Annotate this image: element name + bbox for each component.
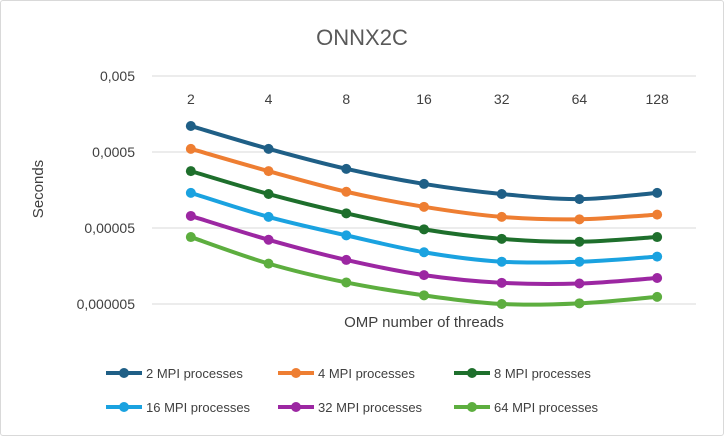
data-point	[341, 277, 352, 288]
series-8-mpi-processes	[185, 166, 663, 247]
data-point	[574, 194, 585, 205]
data-point	[574, 278, 585, 289]
y-tick-label: 0,005	[100, 68, 135, 84]
data-point	[185, 166, 196, 177]
data-point	[263, 166, 274, 177]
data-point	[652, 291, 663, 302]
legend-label: 64 MPI processes	[494, 400, 599, 415]
data-point	[185, 210, 196, 221]
data-point	[419, 270, 429, 281]
series-16-mpi-processes	[185, 187, 663, 267]
legend-item: 64 MPI processes	[454, 400, 599, 415]
data-point	[574, 214, 585, 225]
data-point	[185, 120, 196, 131]
legend-marker	[119, 368, 129, 378]
data-point	[496, 277, 507, 288]
data-point	[574, 256, 585, 267]
data-point	[574, 298, 585, 309]
legend-marker	[467, 402, 477, 412]
data-point	[341, 186, 352, 197]
x-tick-label: 2	[187, 91, 195, 107]
data-point	[185, 143, 196, 154]
series-32-mpi-processes	[185, 210, 663, 289]
data-point	[652, 232, 663, 243]
data-point	[652, 272, 663, 283]
x-axis-title: OMP number of threads	[344, 314, 504, 331]
x-tick-label: 128	[645, 91, 669, 107]
data-point	[185, 232, 196, 243]
legend-label: 2 MPI processes	[146, 366, 243, 381]
y-tick-label: 0,000005	[77, 296, 136, 312]
chart-title: ONNX2C	[316, 25, 408, 50]
legend-item: 4 MPI processes	[278, 366, 415, 381]
series-group	[185, 120, 663, 309]
legend-label: 8 MPI processes	[494, 366, 591, 381]
grid	[152, 75, 696, 305]
data-point	[263, 234, 274, 245]
data-point	[496, 211, 507, 222]
series-64-mpi-processes	[185, 232, 663, 309]
y-tick-label: 0,0005	[92, 144, 135, 160]
data-point	[341, 208, 352, 219]
data-point	[419, 201, 429, 212]
data-point	[652, 209, 663, 220]
data-point	[496, 189, 507, 200]
data-point	[185, 187, 196, 198]
legend-item: 32 MPI processes	[278, 400, 423, 415]
y-axis-title: Seconds	[30, 160, 47, 218]
legend-label: 4 MPI processes	[318, 366, 415, 381]
legend-item: 16 MPI processes	[106, 400, 251, 415]
x-tick-label: 16	[416, 91, 432, 107]
legend-label: 16 MPI processes	[146, 400, 251, 415]
data-point	[652, 187, 663, 198]
legend-item: 8 MPI processes	[454, 366, 591, 381]
legend-marker	[119, 402, 129, 412]
legend-marker	[467, 368, 477, 378]
data-point	[419, 247, 429, 258]
x-tick-label: 8	[342, 91, 350, 107]
data-point	[263, 143, 274, 154]
data-point	[496, 233, 507, 244]
data-point	[496, 299, 507, 309]
legend-item: 2 MPI processes	[106, 366, 243, 381]
legend-marker	[291, 402, 301, 412]
data-point	[419, 290, 429, 301]
y-tick-label: 0,00005	[84, 220, 135, 236]
x-tick-label: 32	[494, 91, 510, 107]
data-point	[263, 258, 274, 269]
data-point	[263, 211, 274, 222]
data-point	[341, 230, 352, 241]
legend-marker	[291, 368, 301, 378]
data-point	[496, 256, 507, 267]
data-point	[419, 224, 429, 235]
series-2-mpi-processes	[185, 120, 663, 205]
data-point	[419, 178, 429, 189]
x-tick-labels: 2 4 8 16 32 64 128	[187, 91, 669, 107]
x-tick-label: 4	[265, 91, 273, 107]
series-4-mpi-processes	[185, 143, 663, 225]
data-point	[263, 189, 274, 200]
data-point	[652, 251, 663, 262]
data-point	[574, 236, 585, 247]
y-tick-labels: 0,005 0,0005 0,00005 0,000005	[77, 68, 136, 312]
legend-label: 32 MPI processes	[318, 400, 423, 415]
legend: 2 MPI processes 4 MPI processes 8 MPI proc…	[106, 366, 599, 415]
data-point	[341, 163, 352, 174]
x-tick-label: 64	[572, 91, 588, 107]
data-point	[341, 254, 352, 265]
